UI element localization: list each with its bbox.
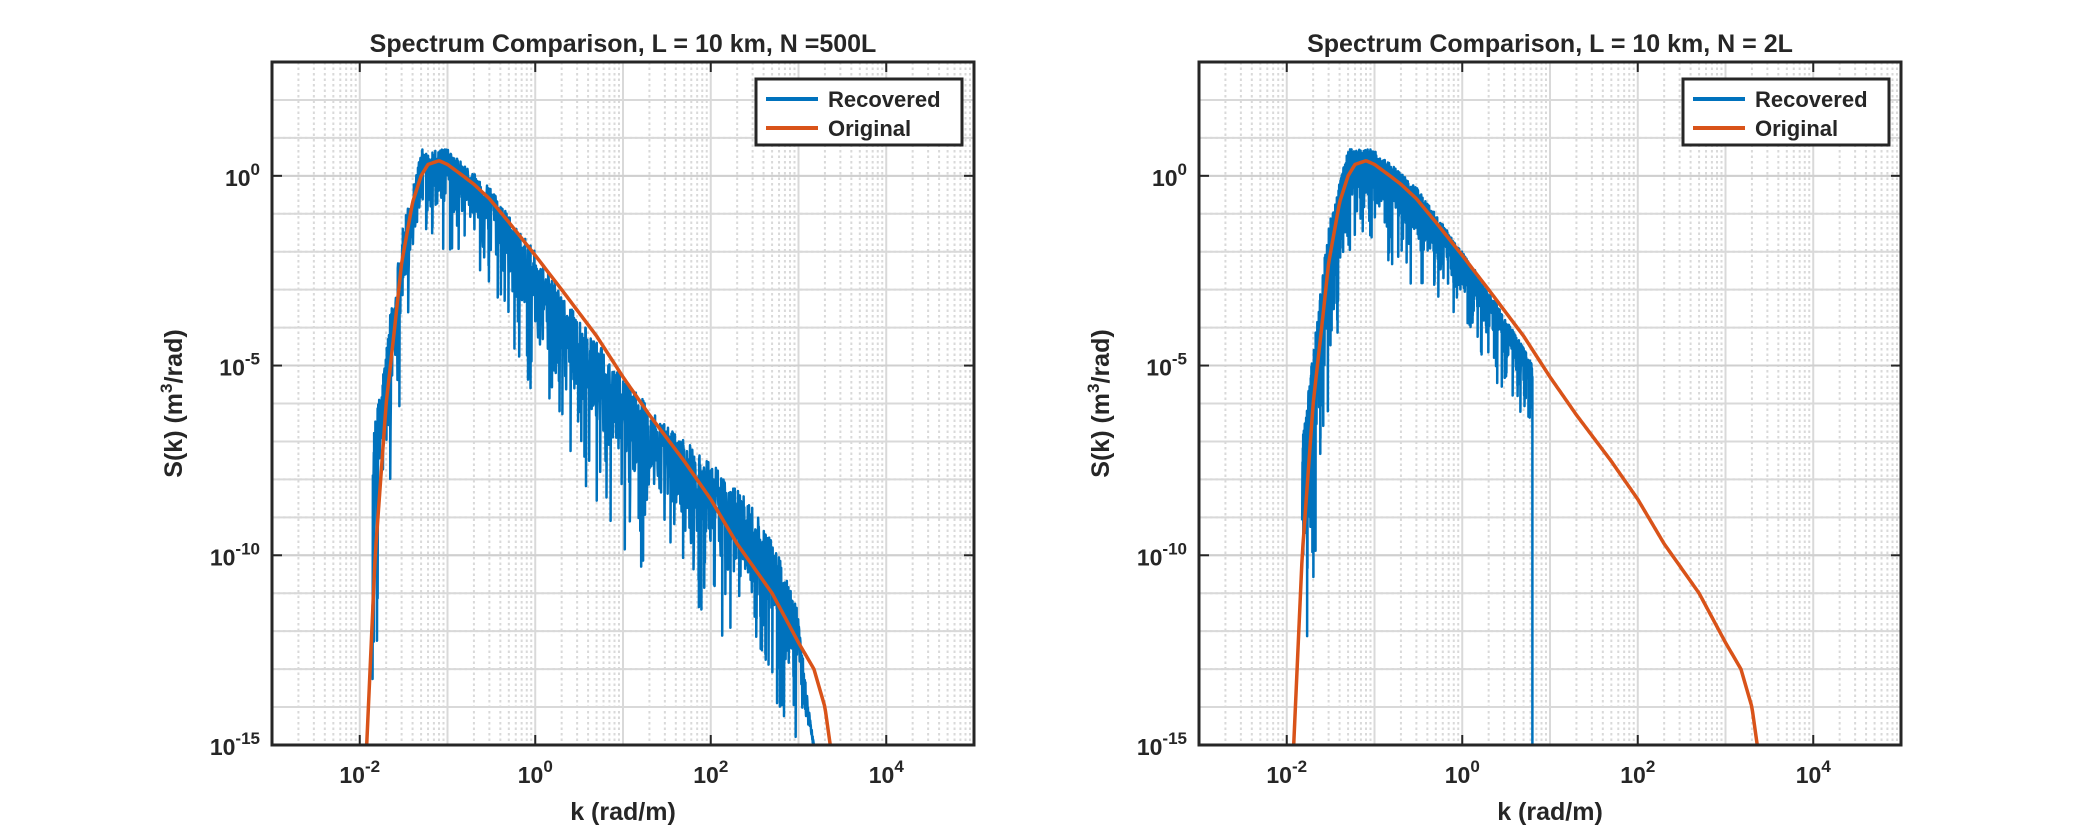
- tick-exponent: -10: [235, 539, 260, 558]
- tick-base: 10: [1620, 762, 1646, 788]
- x-tick-label: 10-2: [339, 757, 380, 788]
- ticks: [272, 62, 974, 746]
- grid: [1199, 62, 1901, 746]
- axes-box: [270, 60, 976, 747]
- tick-exponent: -15: [235, 729, 260, 748]
- tick-exponent: -2: [365, 757, 380, 776]
- y-tick-label: 10-5: [1146, 350, 1187, 381]
- tick-exponent: 0: [251, 160, 260, 179]
- recovered-series-line: [371, 148, 816, 745]
- y-label-superscript: 3: [1084, 383, 1103, 392]
- tick-exponent: 4: [1821, 757, 1831, 776]
- y-label-superscript: 3: [157, 383, 176, 392]
- recovered-series-line: [1300, 148, 1534, 745]
- tick-base: 10: [210, 544, 236, 570]
- y-tick-label: 10-15: [210, 729, 260, 760]
- legend: Recovered Original: [1681, 77, 1891, 147]
- tick-base: 10: [210, 734, 236, 760]
- x-tick-label: 102: [1620, 757, 1655, 788]
- tick-base: 10: [1796, 762, 1822, 788]
- y-label-part: /rad): [1087, 329, 1115, 383]
- legend-box: [754, 77, 964, 147]
- x-tick-label: 100: [1445, 757, 1480, 788]
- y-label-part: S(k) (m: [1087, 393, 1115, 478]
- y-axis-label: S(k) (m3/rad): [157, 329, 188, 477]
- plot-series: [364, 148, 832, 745]
- legend: Recovered Original: [754, 77, 964, 147]
- y-tick-label: 10-10: [1137, 539, 1187, 570]
- grid: [272, 62, 974, 746]
- tick-exponent: -15: [1162, 729, 1187, 748]
- x-axis-label: k (rad/m): [1497, 798, 1603, 826]
- ticks: [1199, 62, 1901, 746]
- y-axis-label: S(k) (m3/rad): [1084, 329, 1115, 477]
- tick-base: 10: [1137, 734, 1163, 760]
- original-series-line: [364, 159, 832, 745]
- tick-exponent: -5: [245, 350, 260, 369]
- tick-base: 10: [225, 165, 251, 191]
- tick-exponent: 0: [543, 757, 552, 776]
- y-tick-label: 10-5: [219, 350, 260, 381]
- y-tick-label: 10-15: [1137, 729, 1187, 760]
- tick-base: 10: [1137, 544, 1163, 570]
- x-tick-label: 102: [693, 757, 728, 788]
- tick-base: 10: [518, 762, 544, 788]
- tick-exponent: 4: [894, 757, 904, 776]
- tick-base: 10: [219, 355, 245, 381]
- y-label-part: /rad): [160, 329, 188, 383]
- legend-label-recovered: Recovered: [1755, 87, 1868, 112]
- legend-label-recovered: Recovered: [828, 87, 941, 112]
- axes-box: [1197, 60, 1903, 747]
- x-tick-label: 100: [518, 757, 553, 788]
- y-tick-label: 10-10: [210, 539, 260, 570]
- x-axis-label: k (rad/m): [570, 798, 676, 826]
- tick-base: 10: [339, 762, 365, 788]
- legend-label-original: Original: [1755, 116, 1838, 141]
- y-tick-label: 100: [225, 160, 260, 191]
- tick-exponent: -2: [1292, 757, 1307, 776]
- x-tick-label: 10-2: [1266, 757, 1307, 788]
- tick-base: 10: [869, 762, 895, 788]
- tick-exponent: 2: [1646, 757, 1655, 776]
- plot-series: [1291, 148, 1759, 745]
- tick-base: 10: [1146, 355, 1172, 381]
- tick-base: 10: [1152, 165, 1178, 191]
- tick-base: 10: [1266, 762, 1292, 788]
- x-tick-label: 104: [869, 757, 905, 788]
- tick-exponent: -5: [1172, 350, 1187, 369]
- tick-exponent: 2: [719, 757, 728, 776]
- legend-label-original: Original: [828, 116, 911, 141]
- tick-base: 10: [1445, 762, 1471, 788]
- chart-title: Spectrum Comparison, L = 10 km, N = 2L: [1307, 30, 1793, 58]
- original-series-line: [1291, 159, 1759, 745]
- tick-exponent: 0: [1470, 757, 1479, 776]
- tick-exponent: 0: [1178, 160, 1187, 179]
- chart-title: Spectrum Comparison, L = 10 km, N =500L: [370, 30, 877, 58]
- tick-base: 10: [693, 762, 719, 788]
- legend-box: [1681, 77, 1891, 147]
- y-tick-label: 100: [1152, 160, 1187, 191]
- x-tick-label: 104: [1796, 757, 1832, 788]
- tick-exponent: -10: [1162, 539, 1187, 558]
- y-label-part: S(k) (m: [160, 393, 188, 478]
